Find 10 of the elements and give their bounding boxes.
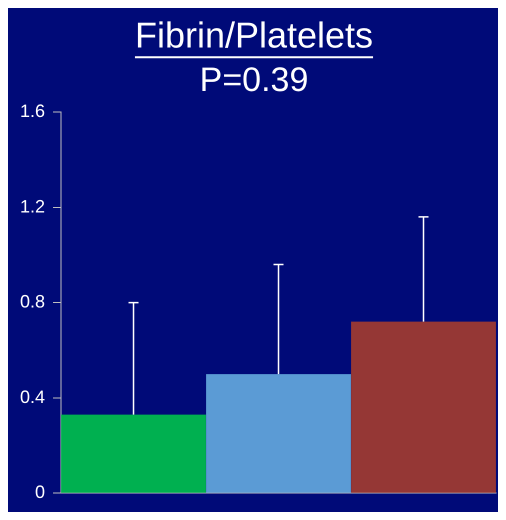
bar [206, 374, 351, 493]
y-tick-label: 0 [35, 482, 46, 502]
bar [351, 322, 496, 493]
chart-title: Fibrin/Platelets [134, 14, 374, 56]
y-tick-label: 1.2 [20, 196, 46, 216]
chart-subtitle: P=0.39 [200, 60, 308, 99]
bar [61, 414, 206, 493]
y-tick-label: 1.6 [20, 100, 46, 121]
y-tick-label: 0.8 [20, 292, 46, 312]
y-tick-label: 0.4 [20, 386, 46, 407]
